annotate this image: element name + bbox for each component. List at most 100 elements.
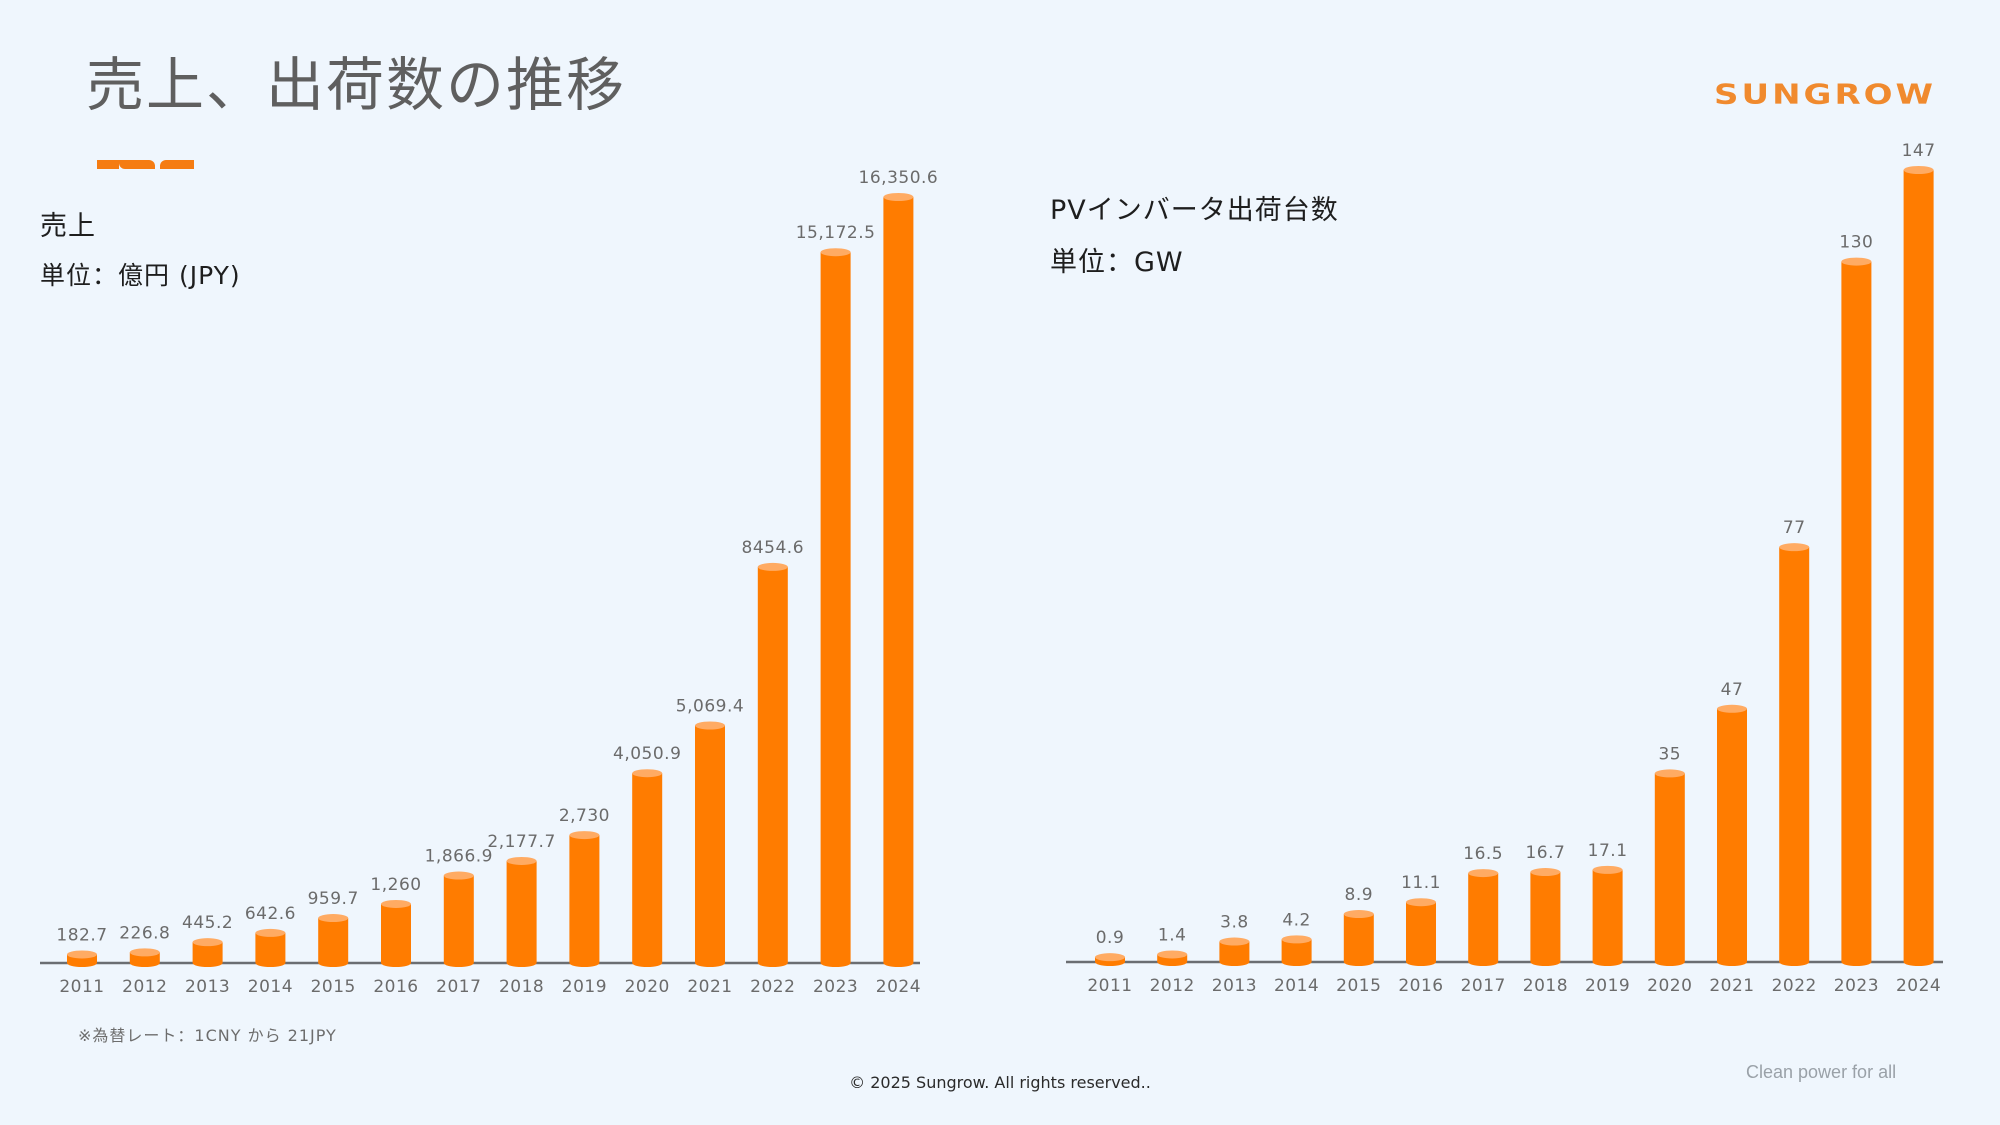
bar-base (1530, 958, 1561, 966)
bar-body (1219, 941, 1250, 962)
x-tick-label: 2020 (1647, 976, 1692, 996)
bar-base (1468, 958, 1499, 966)
right-chart-heading: PVインバータ出荷台数 (1050, 195, 1339, 226)
shipment-chart: 0.9 2011 1.4 2012 3.8 2013 4.2 2014 8.9 2015 11.1 2… (1066, 141, 1943, 996)
x-tick-label: 2022 (750, 977, 795, 997)
bar-base (1157, 958, 1188, 966)
bar-base (129, 959, 160, 967)
page-title: 売上、出荷数の推移 (86, 51, 627, 119)
exchange-rate-note: ※為替レート：1CNY から 21JPY (78, 1026, 337, 1045)
data-label: 1.4 (1158, 925, 1187, 945)
bar-base (883, 959, 914, 967)
bar-base (1779, 958, 1810, 966)
bar-base (1654, 958, 1685, 966)
data-label: 1,260 (370, 875, 421, 895)
bar-base (820, 959, 851, 967)
data-label: 15,172.5 (796, 223, 876, 243)
bar-body (1841, 261, 1872, 963)
bar-cap (757, 562, 788, 571)
data-label: 17.1 (1588, 841, 1628, 861)
bar-2019 (569, 831, 600, 967)
bar-cap (1841, 257, 1872, 266)
data-label: 11.1 (1401, 873, 1441, 893)
x-tick-label: 2022 (1772, 976, 1817, 996)
data-label: 1,866.9 (425, 847, 493, 867)
bar-base (569, 959, 600, 967)
bar-2023 (1841, 257, 1872, 966)
bar-cap (1717, 704, 1747, 713)
x-tick-label: 2011 (59, 977, 104, 997)
left-chart-unit: 単位：億円 (JPY) (40, 261, 241, 290)
bar-2018 (506, 856, 537, 967)
x-tick-label: 2014 (1274, 976, 1319, 996)
bar-cap (318, 914, 349, 923)
bar-body (632, 773, 663, 963)
bar-base (695, 959, 725, 967)
bar-body (820, 252, 851, 963)
data-label: 8454.6 (742, 538, 804, 558)
bar-base (1343, 958, 1374, 966)
bar-2011 (67, 950, 97, 967)
bar-2016 (381, 899, 411, 967)
bar-cap (1406, 898, 1436, 907)
x-tick-label: 2017 (1461, 976, 1506, 996)
sungrow-logo: SUNGROW (1714, 78, 1937, 111)
bar-base (1841, 958, 1872, 966)
bar-base (1592, 958, 1623, 966)
bar-2017 (1468, 869, 1499, 966)
bar-2012 (1157, 950, 1188, 966)
x-tick-label: 2016 (373, 977, 418, 997)
accent-bar-3 (160, 160, 194, 169)
bar-base (443, 959, 474, 967)
x-tick-label: 2012 (1150, 976, 1195, 996)
x-tick-label: 2019 (1585, 976, 1630, 996)
x-tick-label: 2012 (122, 977, 167, 997)
bar-2016 (1406, 898, 1436, 966)
bar-body (443, 875, 474, 963)
data-label: 226.8 (119, 923, 170, 943)
bar-cap (192, 938, 223, 947)
bar-body (1717, 708, 1747, 962)
bar-body (318, 918, 349, 963)
bar-cap (1281, 935, 1312, 944)
data-label: 47 (1721, 680, 1744, 700)
bar-cap (1095, 953, 1125, 962)
data-label: 3.8 (1220, 913, 1249, 933)
bar-base (1219, 958, 1250, 966)
bar-2021 (695, 721, 725, 967)
x-tick-label: 2023 (813, 977, 858, 997)
data-label: 2,177.7 (487, 832, 555, 852)
bar-body (1468, 873, 1499, 962)
data-label: 77 (1783, 518, 1806, 538)
left-chart-heading: 売上 (40, 211, 96, 242)
bar-2020 (632, 769, 663, 967)
bar-2015 (318, 914, 349, 967)
tagline: Clean power for all (1746, 1062, 1897, 1082)
x-tick-label: 2015 (1336, 976, 1381, 996)
bar-cap (1530, 868, 1561, 877)
bar-cap (820, 248, 851, 257)
data-label: 0.9 (1096, 928, 1125, 948)
x-tick-label: 2016 (1398, 976, 1443, 996)
x-tick-label: 2018 (499, 977, 544, 997)
bar-body (1779, 547, 1810, 962)
bar-body (255, 932, 286, 963)
x-tick-label: 2018 (1523, 976, 1568, 996)
bar-base (1281, 958, 1312, 966)
data-label: 642.6 (245, 904, 296, 924)
bar-2024 (883, 193, 914, 967)
bar-cap (381, 899, 411, 908)
bar-2022 (1779, 543, 1810, 966)
bar-body (757, 566, 788, 963)
bar-body (1343, 914, 1374, 962)
bar-body (1654, 773, 1685, 962)
data-label: 16.7 (1525, 843, 1565, 863)
bar-base (318, 959, 349, 967)
bar-cap (883, 193, 914, 201)
bar-body (1406, 902, 1436, 962)
bar-base (1903, 958, 1934, 966)
bar-cap (1468, 869, 1499, 878)
data-label: 147 (1902, 141, 1936, 161)
accent-bar-2 (119, 160, 155, 169)
